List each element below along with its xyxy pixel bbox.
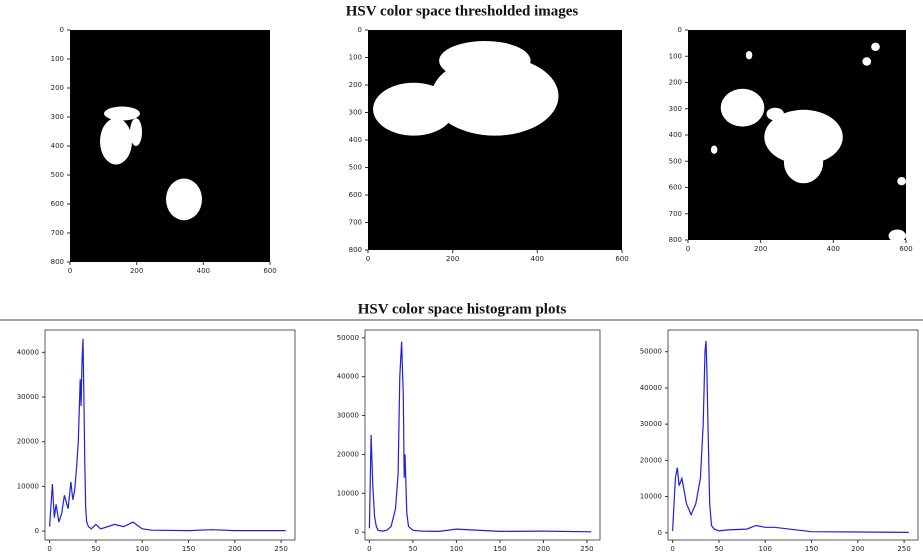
y-tick-label: 30000 (17, 393, 39, 401)
x-tick-label: 0 (366, 255, 370, 263)
y-tick-label: 800 (349, 246, 362, 254)
x-tick-label: 250 (897, 545, 910, 553)
x-tick-label: 200 (446, 255, 459, 263)
x-tick-label: 50 (91, 545, 100, 553)
y-tick-label: 700 (349, 219, 362, 227)
section-title: HSV color space histogram plots (358, 301, 567, 317)
y-tick-label: 40000 (640, 384, 662, 392)
y-tick-label: 300 (51, 113, 64, 121)
y-tick-label: 600 (669, 184, 682, 192)
x-tick-label: 600 (263, 267, 276, 275)
y-tick-label: 400 (349, 136, 362, 144)
y-tick-label: 500 (669, 157, 682, 165)
figure: HSV color space thresholded images HSV c… (0, 0, 923, 554)
y-tick-label: 50000 (337, 334, 359, 342)
y-tick-label: 30000 (337, 412, 359, 420)
histogram-line (369, 342, 591, 532)
y-tick-label: 30000 (640, 420, 662, 428)
x-tick-label: 200 (228, 545, 241, 553)
y-tick-label: 20000 (17, 438, 39, 446)
y-tick-label: 0 (658, 529, 662, 537)
y-tick-label: 700 (51, 229, 64, 237)
x-tick-label: 100 (136, 545, 149, 553)
x-tick-label: 400 (827, 245, 840, 253)
y-tick-label: 100 (51, 55, 64, 63)
x-tick-label: 150 (805, 545, 818, 553)
y-tick-label: 0 (60, 26, 64, 34)
y-tick-label: 100 (349, 54, 362, 62)
y-tick-label: 200 (349, 81, 362, 89)
y-tick-label: 20000 (640, 456, 662, 464)
y-tick-label: 0 (35, 527, 39, 535)
x-tick-label: 250 (580, 545, 593, 553)
x-tick-label: 0 (367, 545, 371, 553)
x-tick-label: 100 (450, 545, 463, 553)
x-tick-label: 200 (851, 545, 864, 553)
y-tick-label: 100 (669, 52, 682, 60)
y-tick-label: 700 (669, 210, 682, 218)
x-tick-label: 200 (754, 245, 767, 253)
x-tick-label: 200 (130, 267, 143, 275)
y-tick-label: 400 (51, 142, 64, 150)
y-tick-label: 600 (51, 200, 64, 208)
x-tick-label: 400 (531, 255, 544, 263)
plot-frame (668, 330, 918, 540)
image (70, 30, 270, 262)
y-tick-label: 40000 (17, 348, 39, 356)
y-tick-label: 300 (669, 105, 682, 113)
x-tick-label: 250 (274, 545, 287, 553)
x-tick-label: 600 (615, 255, 628, 263)
histogram-line (50, 339, 286, 531)
y-tick-label: 20000 (337, 450, 359, 458)
y-tick-label: 400 (669, 131, 682, 139)
x-tick-label: 50 (408, 545, 417, 553)
x-tick-label: 200 (537, 545, 550, 553)
y-tick-label: 800 (669, 236, 682, 244)
x-tick-label: 0 (670, 545, 674, 553)
y-tick-label: 200 (51, 84, 64, 92)
x-tick-label: 150 (182, 545, 195, 553)
y-tick-label: 300 (349, 109, 362, 117)
y-tick-label: 50000 (640, 348, 662, 356)
y-tick-label: 0 (358, 26, 362, 34)
x-tick-label: 50 (714, 545, 723, 553)
x-tick-label: 600 (899, 245, 912, 253)
y-tick-label: 10000 (17, 482, 39, 490)
y-tick-label: 500 (51, 171, 64, 179)
y-tick-label: 200 (669, 79, 682, 87)
y-tick-label: 600 (349, 191, 362, 199)
y-tick-label: 10000 (640, 493, 662, 501)
y-tick-label: 0 (678, 26, 682, 34)
x-tick-label: 0 (47, 545, 51, 553)
y-tick-label: 500 (349, 164, 362, 172)
x-tick-label: 0 (686, 245, 690, 253)
page: {"titles": ["HSV color space thresholded… (0, 0, 923, 554)
histogram-line (673, 341, 909, 533)
y-tick-label: 10000 (337, 489, 359, 497)
y-tick-label: 40000 (337, 373, 359, 381)
y-tick-label: 0 (355, 528, 359, 536)
y-tick-label: 800 (51, 258, 64, 266)
x-tick-label: 0 (68, 267, 72, 275)
x-tick-label: 150 (493, 545, 506, 553)
x-tick-label: 400 (197, 267, 210, 275)
x-tick-label: 100 (759, 545, 772, 553)
section-title: HSV color space thresholded images (346, 3, 579, 19)
